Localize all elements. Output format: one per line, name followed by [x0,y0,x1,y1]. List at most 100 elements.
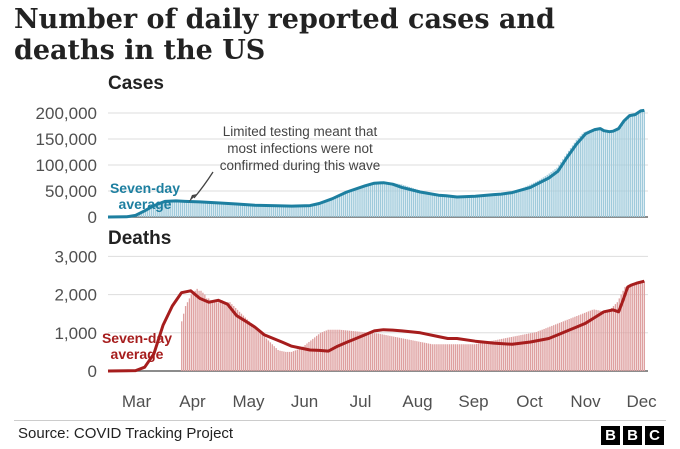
deaths-daily-bar [298,348,300,371]
x-tick-label-nov: Nov [570,392,601,411]
cases-daily-bar [426,192,428,217]
deaths-daily-bar [512,336,514,371]
deaths-daily-bar [431,344,433,371]
deaths-daily-bar [452,344,455,371]
cases-daily-bar [624,120,626,217]
deaths-daily-bar [489,341,491,371]
cases-daily-bar [251,205,253,217]
deaths-daily-bar [252,325,254,371]
deaths-daily-bar [537,331,539,371]
cases-daily-bar [482,195,484,217]
deaths-daily-bar [341,329,343,371]
deaths-daily-bar [427,343,430,371]
deaths-daily-bar [603,311,605,371]
deaths-daily-bar [572,317,574,371]
cases-daily-bar [274,205,277,217]
deaths-daily-bar [583,312,586,371]
deaths-daily-bar [260,332,262,371]
x-tick-label-jul: Jul [350,392,372,411]
deaths-daily-bar [408,339,410,371]
cases-daily-bar [232,204,234,217]
cases-daily-bar [309,205,312,217]
cases-daily-bar [239,204,242,217]
deaths-daily-bar [614,304,617,371]
cases-daily-bar [637,111,640,217]
cases-daily-bar [282,205,285,217]
cases-daily-bar [311,205,314,217]
deaths-daily-bar [204,294,206,371]
cases-daily-bar [579,135,581,217]
cases-daily-bar [333,199,335,217]
cases-daily-bar [253,205,255,217]
cases-daily-bar [375,183,378,217]
cases-daily-bar [210,202,213,217]
cases-daily-bar [457,196,459,217]
x-tick-label-aug: Aug [402,392,432,411]
cases-daily-bar [259,205,261,217]
cases-daily-bar [371,184,374,217]
cases-daily-bar [418,190,420,217]
deaths-daily-bar [608,309,611,371]
cases-daily-bar [472,196,475,217]
cases-daily-bar [389,182,391,217]
deaths-daily-bar [620,294,622,371]
deaths-daily-bar [290,351,293,371]
cases-daily-bar [437,194,440,217]
cases-daily-bar [585,131,587,217]
deaths-daily-bar [518,335,520,371]
cases-daily-bar [406,186,409,217]
deaths-daily-bar [553,325,555,371]
deaths-daily-bar [560,322,563,371]
cases-daily-bar [387,182,389,217]
deaths-daily-bar [335,329,337,371]
cases-daily-bar [284,205,286,217]
cases-daily-bar [404,185,407,217]
deaths-daily-bar [528,333,530,371]
cases-daily-bar [230,203,232,217]
deaths-daily-bar [499,339,501,371]
cases-daily-bar [439,195,442,217]
deaths-daily-bar [545,328,547,371]
cases-daily-bar [465,196,467,217]
cases-daily-bar [527,185,529,217]
cases-daily-bar [185,201,187,217]
cases-daily-bar [414,188,416,217]
deaths-daily-bar [229,302,231,371]
cases-daily-bar [356,189,358,217]
cases-daily-bar [383,182,385,217]
deaths-daily-bar [578,315,580,371]
deaths-seven-day-average-line [107,279,645,373]
deaths-daily-bar [188,298,191,371]
cases-daily-bar [496,194,498,217]
deaths-daily-bar [231,304,233,371]
cases-daily-bar [175,201,178,217]
deaths-daily-bar [236,309,239,371]
cases-daily-bar [377,183,380,217]
deaths-daily-bar [235,307,237,371]
deaths-daily-bar [454,344,457,371]
deaths-daily-bar [556,323,559,371]
deaths-daily-bar [211,302,214,371]
cases-daily-bar [556,167,558,217]
deaths-daily-bar [375,333,378,371]
cases-y-tick-label: 150,000 [36,130,97,149]
cases-daily-bar [302,206,304,217]
deaths-daily-bar [292,351,295,371]
deaths-daily-bar [443,344,445,371]
deaths-daily-bar [470,344,472,371]
cases-daily-bar [490,195,492,217]
cases-daily-bar [368,185,370,217]
chart-title: Number of daily reported cases and death… [14,4,555,66]
cases-daily-bar [626,119,628,217]
cases-average-label-line-1: Seven-day [110,180,180,196]
deaths-daily-bar [302,346,304,371]
deaths-daily-bar [263,336,266,371]
chart-figure: Cases 0 50,000 100,000 150,000 200,000 Limit… [36,73,658,411]
deaths-daily-bar [423,342,426,371]
deaths-daily-bar [630,285,632,371]
cases-daily-bar [540,178,543,217]
deaths-daily-bar [333,329,335,371]
deaths-daily-bar [591,309,593,371]
deaths-daily-bar [368,332,370,371]
deaths-daily-bar [514,336,516,371]
